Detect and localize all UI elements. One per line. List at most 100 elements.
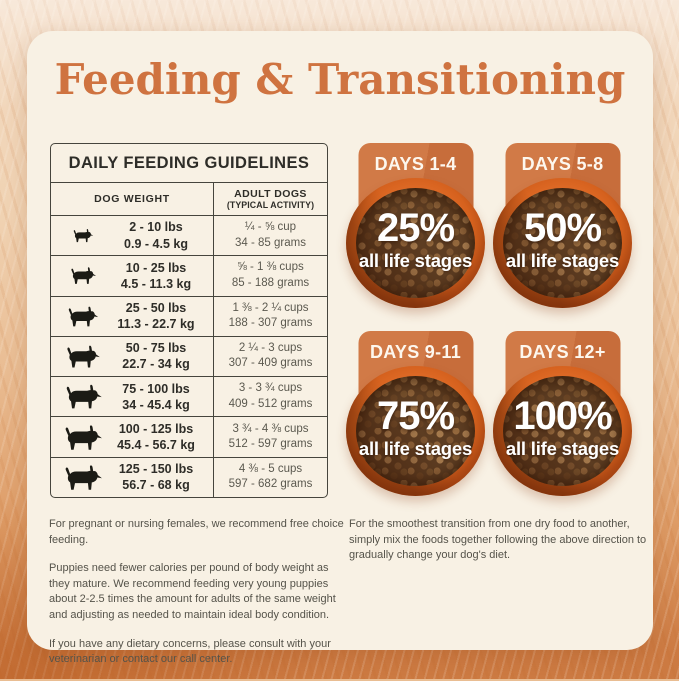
dog-icon (51, 461, 103, 494)
stage-tile-days-5-8: DAYS 5-8 50% all life stages (493, 143, 632, 308)
kibble-bowl-photo: 50% all life stages (493, 178, 632, 308)
weight-kg: 45.4 - 56.7 kg (117, 438, 195, 453)
stage-percent: 50% (523, 206, 602, 250)
amount-cups: ⅝ - 1 ⅜ cups (237, 261, 304, 274)
weight-text: 75 - 100 lbs 34 - 45.4 kg (103, 381, 213, 414)
stage-label-group: 25% all life stages (346, 208, 485, 272)
weight-lbs: 50 - 75 lbs (125, 341, 187, 356)
amount-cups: 1 ⅜ - 2 ¼ cups (232, 301, 309, 314)
weight-kg: 56.7 - 68 kg (122, 478, 190, 493)
weight-kg: 34 - 45.4 kg (122, 397, 190, 412)
stage-percent: 75% (376, 394, 455, 438)
kibble-texture (356, 188, 475, 298)
table-row: 100 - 125 lbs 45.4 - 56.7 kg 3 ¾ - 4 ⅜ c… (51, 417, 327, 458)
weight-cell: 50 - 75 lbs 22.7 - 34 kg (51, 337, 213, 376)
weight-cell: 25 - 50 lbs 11.3 - 22.7 kg (51, 297, 213, 336)
stage-caption: all life stages (358, 250, 473, 271)
weight-lbs: 75 - 100 lbs (122, 381, 190, 396)
weight-cell: 100 - 125 lbs 45.4 - 56.7 kg (51, 417, 213, 456)
weight-cell: 75 - 100 lbs 34 - 45.4 kg (51, 377, 213, 416)
amount-cell: ¼ - ⅝ cup 34 - 85 grams (213, 216, 327, 256)
table-row: 75 - 100 lbs 34 - 45.4 kg 3 - 3 ¾ cups 4… (51, 377, 327, 418)
amount-cell: 1 ⅜ - 2 ¼ cups 188 - 307 grams (213, 296, 327, 336)
note-pregnant-females: For pregnant or nursing females, we reco… (49, 518, 344, 546)
stage-days-label: DAYS 12+ (519, 342, 606, 362)
weight-kg: 4.5 - 11.3 kg (120, 276, 192, 291)
amount-grams: 512 - 597 grams (228, 438, 313, 451)
note-puppies: Puppies need fewer calories per pound of… (49, 562, 336, 622)
kibble-bowl-photo: 100% all life stages (493, 366, 632, 496)
amount-grams: 188 - 307 grams (228, 317, 313, 330)
dog-icon (51, 228, 103, 243)
stage-percent: 25% (376, 206, 455, 250)
table-row: 50 - 75 lbs 22.7 - 34 kg 2 ¼ - 3 cups 30… (51, 336, 327, 378)
table-row: 2 - 10 lbs 0.9 - 4.5 kg ¼ - ⅝ cup 34 - 8… (51, 216, 327, 257)
stage-tile-days-9-11: DAYS 9-11 75% all life stages (346, 331, 485, 496)
table-title: DAILY FEEDING GUIDELINES (51, 144, 327, 183)
column-header-adult-dogs: ADULT DOGS (TYPICAL ACTIVITY) (213, 183, 327, 215)
stage-caption: all life stages (358, 438, 473, 459)
kibble-texture (503, 188, 622, 298)
table-row: 125 - 150 lbs 56.7 - 68 kg 4 ⅜ - 5 cups … (51, 457, 327, 497)
amount-cups: 2 ¼ - 3 cups (238, 341, 303, 354)
amount-cups: 3 - 3 ¾ cups (238, 382, 303, 395)
note-transition: For the smoothest transition from one dr… (349, 518, 647, 562)
table-row: 25 - 50 lbs 11.3 - 22.7 kg 1 ⅜ - 2 ¼ cup… (51, 296, 327, 337)
weight-lbs: 2 - 10 lbs (129, 220, 183, 235)
weight-text: 125 - 150 lbs 56.7 - 68 kg (103, 461, 213, 494)
column-header-adult-dogs-line1: ADULT DOGS (234, 188, 307, 200)
weight-lbs: 100 - 125 lbs (118, 421, 194, 436)
column-header-adult-dogs-line2: (TYPICAL ACTIVITY) (226, 200, 315, 210)
amount-cell: 3 ¾ - 4 ⅜ cups 512 - 597 grams (213, 417, 327, 457)
weight-text: 100 - 125 lbs 45.4 - 56.7 kg (103, 421, 213, 454)
weight-cell: 125 - 150 lbs 56.7 - 68 kg (51, 458, 213, 497)
weight-text: 2 - 10 lbs 0.9 - 4.5 kg (103, 219, 213, 252)
kibble-bowl-photo: 75% all life stages (346, 366, 485, 496)
stage-tile-days-1-4: DAYS 1-4 25% all life stages (346, 143, 485, 308)
weight-lbs: 10 - 25 lbs (125, 260, 187, 275)
weight-cell: 10 - 25 lbs 4.5 - 11.3 kg (51, 256, 213, 295)
weight-kg: 0.9 - 4.5 kg (124, 236, 188, 251)
bowl-shadow (493, 178, 632, 308)
page-title: Feeding & Transitioning (54, 55, 626, 104)
stage-label-group: 50% all life stages (493, 208, 632, 272)
amount-cell: 4 ⅜ - 5 cups 597 - 682 grams (213, 457, 327, 497)
stage-days-label: DAYS 1-4 (374, 154, 457, 174)
dog-icon (51, 305, 103, 328)
stage-caption: all life stages (505, 438, 620, 459)
weight-kg: 11.3 - 22.7 kg (117, 317, 195, 332)
amount-grams: 409 - 512 grams (228, 397, 313, 410)
amount-cell: 3 - 3 ¾ cups 409 - 512 grams (213, 377, 327, 417)
amount-cell: ⅝ - 1 ⅜ cups 85 - 188 grams (213, 256, 327, 296)
weight-text: 10 - 25 lbs 4.5 - 11.3 kg (103, 260, 213, 293)
column-header-dog-weight: DOG WEIGHT (94, 193, 170, 205)
transition-stages: DAYS 1-4 25% all life stages DAYS 5-8 50… (346, 143, 632, 496)
kibble-bowl-photo: 25% all life stages (346, 178, 485, 308)
weight-cell: 2 - 10 lbs 0.9 - 4.5 kg (51, 216, 213, 255)
amount-grams: 307 - 409 grams (228, 357, 313, 370)
note-dietary-concerns: If you have any dietary concerns, please… (49, 637, 331, 666)
amount-cups: ¼ - ⅝ cup (244, 221, 297, 234)
feeding-notes: For pregnant or nursing females, we reco… (49, 517, 351, 681)
dog-icon (51, 266, 103, 285)
weight-text: 25 - 50 lbs 11.3 - 22.7 kg (103, 300, 213, 333)
kibble-texture (356, 376, 475, 486)
bowl-shadow (346, 178, 485, 308)
amount-cups: 3 ¾ - 4 ⅜ cups (232, 422, 309, 435)
dog-icon (51, 344, 103, 369)
bowl-shadow (493, 366, 632, 496)
stage-days-label: DAYS 9-11 (369, 342, 462, 362)
amount-grams: 85 - 188 grams (231, 276, 310, 289)
amount-cell: 2 ¼ - 3 cups 307 - 409 grams (213, 336, 327, 377)
transition-note: For the smoothest transition from one dr… (349, 517, 647, 577)
stage-tile-days-12-plus: DAYS 12+ 100% all life stages (493, 331, 632, 496)
dog-icon (51, 423, 103, 452)
weight-kg: 22.7 - 34 kg (122, 357, 190, 372)
info-card: Feeding & Transitioning DAILY FEEDING GU… (27, 31, 653, 665)
kibble-texture (503, 376, 622, 486)
dog-icon (51, 383, 103, 410)
weight-lbs: 125 - 150 lbs (118, 462, 194, 477)
amount-grams: 597 - 682 grams (228, 478, 313, 491)
amount-cups: 4 ⅜ - 5 cups (238, 462, 303, 475)
feeding-guidelines-table: DAILY FEEDING GUIDELINES DOG WEIGHT ADUL… (50, 143, 328, 498)
